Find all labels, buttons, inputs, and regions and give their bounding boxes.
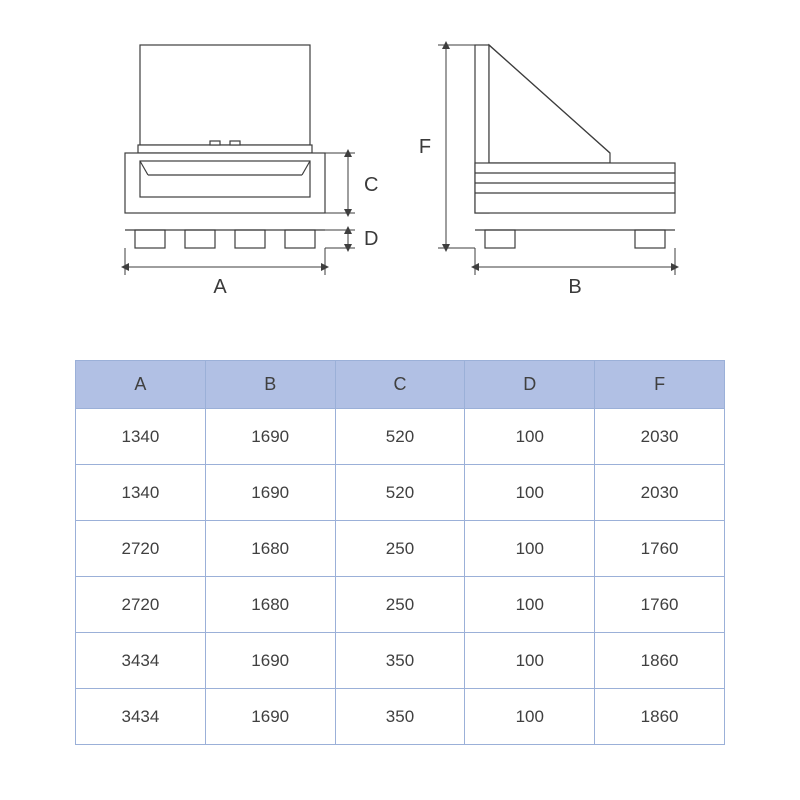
cell: 3434: [76, 689, 206, 745]
table-body: 1340 1690 520 100 2030 1340 1690 520 100…: [76, 409, 725, 745]
dim-C: [325, 153, 355, 213]
label-C: C: [364, 174, 378, 196]
table-row: 2720 1680 250 100 1760: [76, 521, 725, 577]
side-view: [475, 45, 675, 248]
cell: 100: [465, 633, 595, 689]
diagram-svg: A C D B F: [80, 35, 720, 335]
cell: 520: [335, 465, 465, 521]
cell: 1680: [205, 577, 335, 633]
cell: 250: [335, 521, 465, 577]
cell: 100: [465, 409, 595, 465]
cell: 2030: [595, 409, 725, 465]
cell: 350: [335, 689, 465, 745]
cell: 1690: [205, 465, 335, 521]
cell: 2030: [595, 465, 725, 521]
table-row: 1340 1690 520 100 2030: [76, 409, 725, 465]
cell: 1760: [595, 521, 725, 577]
cell: 350: [335, 633, 465, 689]
dim-D: [325, 230, 355, 248]
table-row: 3434 1690 350 100 1860: [76, 689, 725, 745]
cell: 250: [335, 577, 465, 633]
cell: 100: [465, 577, 595, 633]
cell: 100: [465, 465, 595, 521]
dim-B: [475, 248, 675, 275]
cell: 100: [465, 521, 595, 577]
col-header: B: [205, 361, 335, 409]
cell: 1860: [595, 633, 725, 689]
table-header-row: A B C D F: [76, 361, 725, 409]
dim-F: [438, 45, 475, 248]
label-A: A: [213, 276, 227, 298]
col-header: D: [465, 361, 595, 409]
label-D: D: [364, 228, 378, 250]
table-row: 1340 1690 520 100 2030: [76, 465, 725, 521]
cell: 100: [465, 689, 595, 745]
table-row: 2720 1680 250 100 1760: [76, 577, 725, 633]
cell: 2720: [76, 521, 206, 577]
cell: 1860: [595, 689, 725, 745]
cell: 1680: [205, 521, 335, 577]
label-F: F: [419, 136, 431, 158]
dimensions-table-container: A B C D F 1340 1690 520 100 2030 1340 16…: [75, 360, 725, 745]
technical-diagram: A C D B F: [80, 35, 720, 325]
cell: 1690: [205, 633, 335, 689]
cell: 1760: [595, 577, 725, 633]
cell: 1340: [76, 409, 206, 465]
col-header: F: [595, 361, 725, 409]
col-header: C: [335, 361, 465, 409]
cell: 1340: [76, 465, 206, 521]
cell: 1690: [205, 689, 335, 745]
label-B: B: [568, 276, 581, 298]
front-view: [125, 45, 325, 248]
col-header: A: [76, 361, 206, 409]
dim-A: [125, 248, 325, 275]
cell: 520: [335, 409, 465, 465]
cell: 2720: [76, 577, 206, 633]
dimensions-table: A B C D F 1340 1690 520 100 2030 1340 16…: [75, 360, 725, 745]
cell: 3434: [76, 633, 206, 689]
cell: 1690: [205, 409, 335, 465]
table-row: 3434 1690 350 100 1860: [76, 633, 725, 689]
